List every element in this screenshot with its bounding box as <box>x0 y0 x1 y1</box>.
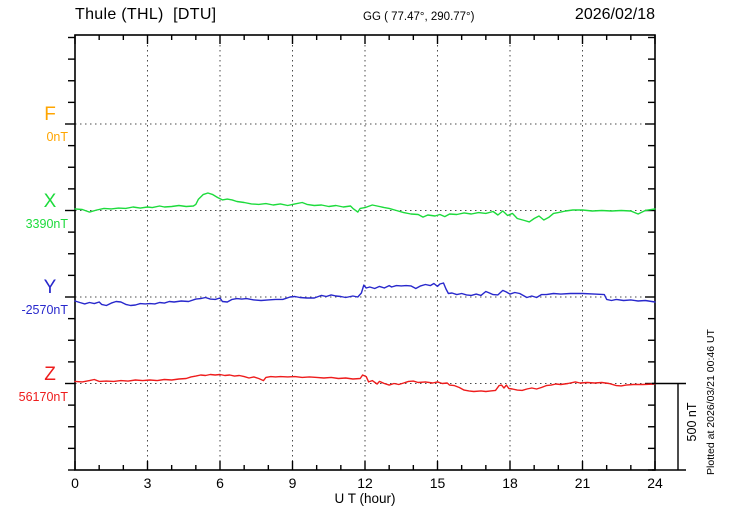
x-tick-24: 24 <box>647 475 663 491</box>
geo-coordinates: GG ( 77.47°, 290.77°) <box>363 11 475 23</box>
baseline-value-z: 56170nT <box>18 389 68 404</box>
x-tick-15: 15 <box>429 475 446 491</box>
x-tick-6: 6 <box>216 475 224 491</box>
component-label-f: F <box>44 104 56 125</box>
x-tick-3: 3 <box>143 475 152 491</box>
x-tick-21: 21 <box>574 475 591 491</box>
plot-date: 2026/02/18 <box>574 6 655 23</box>
plotted-timestamp: Plotted at 2026/03/21 00:46 UT <box>705 329 717 475</box>
baseline-value-y: -2570nT <box>21 303 68 317</box>
component-label-x: X <box>43 190 57 212</box>
baseline-value-x: 3390nT <box>25 216 68 231</box>
baseline-value-f: 0nT <box>46 130 68 144</box>
x-tick-12: 12 <box>357 475 373 491</box>
x-tick-0: 0 <box>71 475 79 491</box>
station-title: Thule (THL) [DTU] <box>75 6 217 23</box>
x-tick-18: 18 <box>502 475 518 491</box>
x-axis-label: U T (hour) <box>334 491 396 506</box>
scale-bar-label: 500 nT <box>685 402 699 442</box>
component-label-y: Y <box>43 277 57 298</box>
component-label-z: Z <box>44 363 56 385</box>
x-tick-9: 9 <box>288 475 297 491</box>
